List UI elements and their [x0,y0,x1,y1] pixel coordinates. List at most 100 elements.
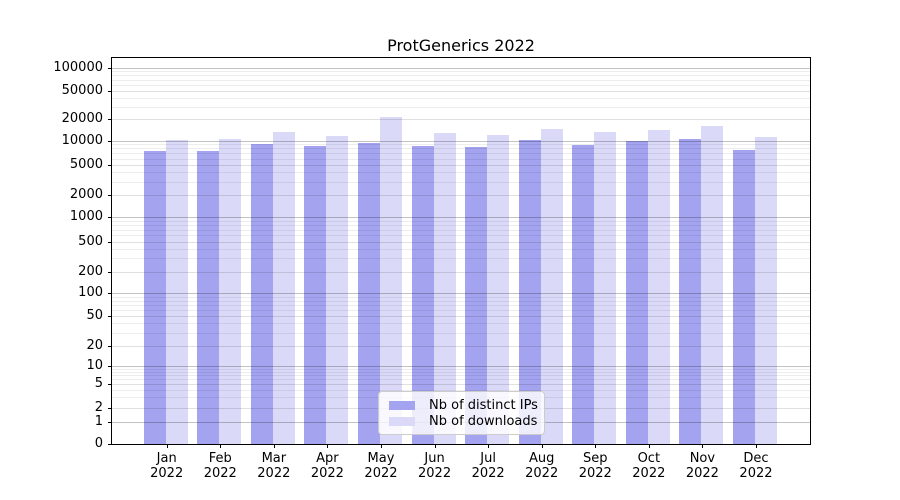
gridline-200 [112,272,810,273]
gridline-700 [112,230,810,231]
gridline-80000 [112,75,810,76]
gridline-8000 [112,148,810,149]
y-tick-mark-20000 [108,119,112,120]
bar-distinct-ips-jan [143,150,166,444]
y-tick-mark-10000 [108,140,112,142]
y-tick-label-50: 50 [86,308,103,324]
gridline-5000 [112,165,810,166]
y-tick-label-100000: 100000 [53,59,103,75]
x-tick-mark-jun [434,444,436,448]
x-tick-mark-aug [541,444,543,448]
bar-distinct-ips-jul [465,147,488,444]
x-tick-mark-jan [166,444,168,448]
gridline-7 [112,375,810,376]
gridline-6000 [112,159,810,160]
bar-downloads-jul [487,134,510,444]
gridline-6 [112,379,810,380]
y-tick-mark-5000 [108,165,112,166]
y-tick-label-500: 500 [78,233,103,249]
x-tick-mark-oct [648,444,650,448]
bar-distinct-ips-oct [625,141,648,444]
gridline-300 [112,258,810,259]
legend: Nb of distinct IPs Nb of downloads [378,391,545,435]
chart-title: ProtGenerics 2022 [387,36,535,55]
bar-downloads-aug [540,128,563,444]
y-tick-label-10: 10 [86,357,103,373]
gridline-2000 [112,195,810,196]
x-tick-label-aug: Aug 2022 [525,451,559,481]
gridline-70 [112,305,810,306]
legend-swatch-distinct-ips [389,400,415,410]
y-tick-label-2: 2 [94,399,103,415]
bar-downloads-feb [219,139,242,444]
bar-downloads-apr [326,135,349,444]
x-tick-label-dec: Dec 2022 [739,451,773,481]
y-tick-label-100: 100 [78,285,103,300]
y-tick-mark-10 [108,365,112,367]
gridline-40000 [112,98,810,99]
gridline-1000 [112,217,810,218]
bar-downloads-sep [594,132,617,444]
bar-distinct-ips-feb [197,150,220,444]
bar-downloads-nov [701,126,724,444]
x-tick-label-oct: Oct 2022 [632,451,666,481]
y-tick-mark-100 [108,293,112,294]
y-tick-mark-0 [108,444,112,445]
y-tick-mark-5 [108,384,112,386]
y-tick-label-1: 1 [94,413,103,429]
gridline-20000 [112,119,810,120]
gridline-600 [112,235,810,236]
x-tick-label-jul: Jul 2022 [471,451,505,481]
x-tick-label-jan: Jan 2022 [150,451,184,481]
x-tick-label-sep: Sep 2022 [578,451,612,481]
y-tick-mark-2 [108,407,112,409]
bar-distinct-ips-may [357,142,380,444]
bar-downloads-jun [433,133,456,444]
x-tick-mark-sep [595,444,597,448]
gridline-800 [112,225,810,226]
gridline-5 [112,384,810,385]
legend-label-downloads: Nb of downloads [429,413,538,429]
gridline-7000 [112,153,810,154]
y-tick-mark-50000 [108,91,112,92]
gridline-10 [112,366,810,367]
grid-layer [112,58,810,444]
y-tick-label-200: 200 [78,263,103,279]
bar-downloads-jan [165,139,188,444]
gridline-30 [112,333,810,334]
legend-swatch-downloads [389,416,415,426]
bar-distinct-ips-jun [411,146,434,444]
bar-distinct-ips-dec [732,149,755,444]
gridline-20 [112,346,810,347]
y-tick-label-0: 0 [94,436,103,451]
x-tick-mark-may [380,444,382,448]
bar-downloads-may [379,116,402,444]
y-tick-mark-1 [108,421,112,423]
gridline-500 [112,242,810,243]
gridline-50000 [112,91,810,92]
y-tick-label-20: 20 [86,337,103,353]
x-tick-mark-jul [488,444,490,448]
gridline-400 [112,249,810,250]
x-tick-label-jun: Jun 2022 [418,451,452,481]
bar-downloads-mar [272,131,295,444]
legend-item-downloads: Nb of downloads [389,413,538,429]
gridline-40 [112,323,810,324]
plot-area: Nb of distinct IPs Nb of downloads [111,57,811,445]
bar-distinct-ips-nov [679,138,702,444]
gridline-60 [112,310,810,311]
y-tick-label-1000: 1000 [69,209,103,224]
gridline-8 [112,372,810,373]
x-tick-label-feb: Feb 2022 [203,451,237,481]
y-tick-mark-200 [108,271,112,273]
bar-distinct-ips-sep [572,145,595,444]
legend-item-distinct-ips: Nb of distinct IPs [389,397,538,413]
gridline-900 [112,221,810,222]
y-tick-label-10000: 10000 [61,132,103,148]
gridline-4000 [112,172,810,173]
x-tick-mark-mar [273,444,275,448]
gridline-100000 [112,68,810,69]
bar-distinct-ips-apr [304,146,327,444]
x-tick-mark-nov [702,444,704,448]
